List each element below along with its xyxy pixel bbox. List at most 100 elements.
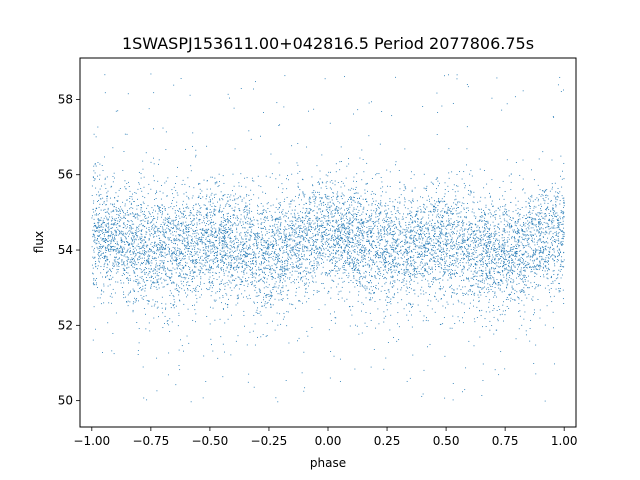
data-point — [429, 252, 431, 254]
data-point — [405, 240, 407, 242]
data-point — [521, 253, 523, 255]
data-point — [452, 208, 454, 210]
data-point — [363, 232, 365, 234]
data-point — [380, 267, 382, 268]
data-point — [308, 211, 310, 213]
data-point — [275, 238, 277, 240]
data-point — [100, 209, 102, 211]
data-point — [186, 207, 188, 209]
data-point — [283, 316, 285, 318]
data-point — [253, 285, 255, 287]
data-point — [484, 280, 485, 282]
data-point — [102, 238, 104, 239]
data-point — [526, 217, 527, 219]
data-point — [466, 223, 468, 225]
data-point — [343, 263, 345, 264]
data-point — [172, 223, 174, 225]
data-point — [402, 231, 404, 233]
data-point — [523, 231, 525, 233]
data-point — [393, 230, 395, 232]
data-point — [536, 249, 538, 251]
data-point — [456, 273, 458, 274]
data-point — [110, 186, 112, 188]
data-point — [557, 274, 559, 276]
data-point — [558, 243, 560, 245]
data-point — [407, 259, 409, 261]
data-point — [491, 268, 492, 270]
data-point — [366, 253, 368, 255]
data-point — [230, 266, 232, 268]
data-point — [124, 213, 126, 215]
data-point — [166, 221, 168, 223]
data-point — [361, 218, 363, 220]
data-point — [461, 205, 463, 207]
data-point — [519, 218, 521, 220]
data-point — [249, 247, 251, 249]
data-point — [199, 223, 201, 225]
data-point — [376, 225, 378, 227]
data-point — [488, 245, 490, 246]
data-point — [219, 208, 221, 210]
data-point — [454, 228, 455, 230]
data-point — [245, 206, 247, 208]
data-point — [417, 225, 419, 227]
data-point — [310, 222, 312, 224]
data-point — [340, 195, 342, 197]
data-point — [447, 243, 449, 245]
data-point — [100, 198, 102, 200]
data-point — [164, 322, 165, 324]
data-point — [244, 227, 246, 229]
data-point — [252, 262, 254, 264]
data-point — [442, 220, 444, 222]
data-point — [107, 240, 108, 242]
data-point — [203, 179, 205, 181]
data-point — [418, 235, 420, 237]
data-point — [507, 283, 509, 285]
data-point — [181, 184, 183, 185]
data-point — [184, 237, 186, 239]
data-point — [420, 230, 422, 232]
data-point — [554, 280, 556, 282]
data-point — [428, 248, 429, 250]
data-point — [431, 281, 433, 282]
data-point — [318, 264, 320, 266]
data-point — [281, 268, 283, 270]
data-point — [310, 209, 312, 211]
data-point — [288, 224, 290, 226]
data-point — [137, 218, 139, 220]
data-point — [282, 298, 284, 300]
data-point — [141, 211, 143, 212]
data-point — [142, 366, 144, 368]
data-point — [199, 271, 201, 273]
data-point — [177, 247, 179, 249]
data-point — [340, 207, 342, 209]
data-point — [418, 234, 420, 235]
data-point — [366, 281, 368, 282]
data-point — [206, 213, 208, 215]
data-point — [213, 221, 215, 223]
data-point — [515, 241, 517, 243]
data-point — [553, 210, 555, 212]
data-point — [505, 212, 507, 214]
data-point — [306, 221, 308, 223]
data-point — [542, 247, 544, 249]
data-point — [551, 183, 553, 185]
data-point — [145, 262, 147, 264]
data-point — [258, 197, 260, 199]
data-point — [458, 224, 460, 226]
data-point — [357, 212, 359, 213]
data-point — [385, 261, 387, 263]
data-point — [261, 249, 263, 251]
data-point — [199, 241, 201, 242]
data-point — [105, 204, 107, 206]
data-point — [274, 235, 276, 237]
data-point — [171, 189, 173, 191]
data-point — [542, 190, 544, 192]
data-point — [176, 175, 178, 177]
data-point — [343, 231, 345, 233]
data-point — [450, 222, 452, 224]
data-point — [299, 228, 301, 230]
data-point — [154, 232, 156, 234]
data-point — [225, 255, 227, 256]
data-point — [485, 277, 487, 279]
